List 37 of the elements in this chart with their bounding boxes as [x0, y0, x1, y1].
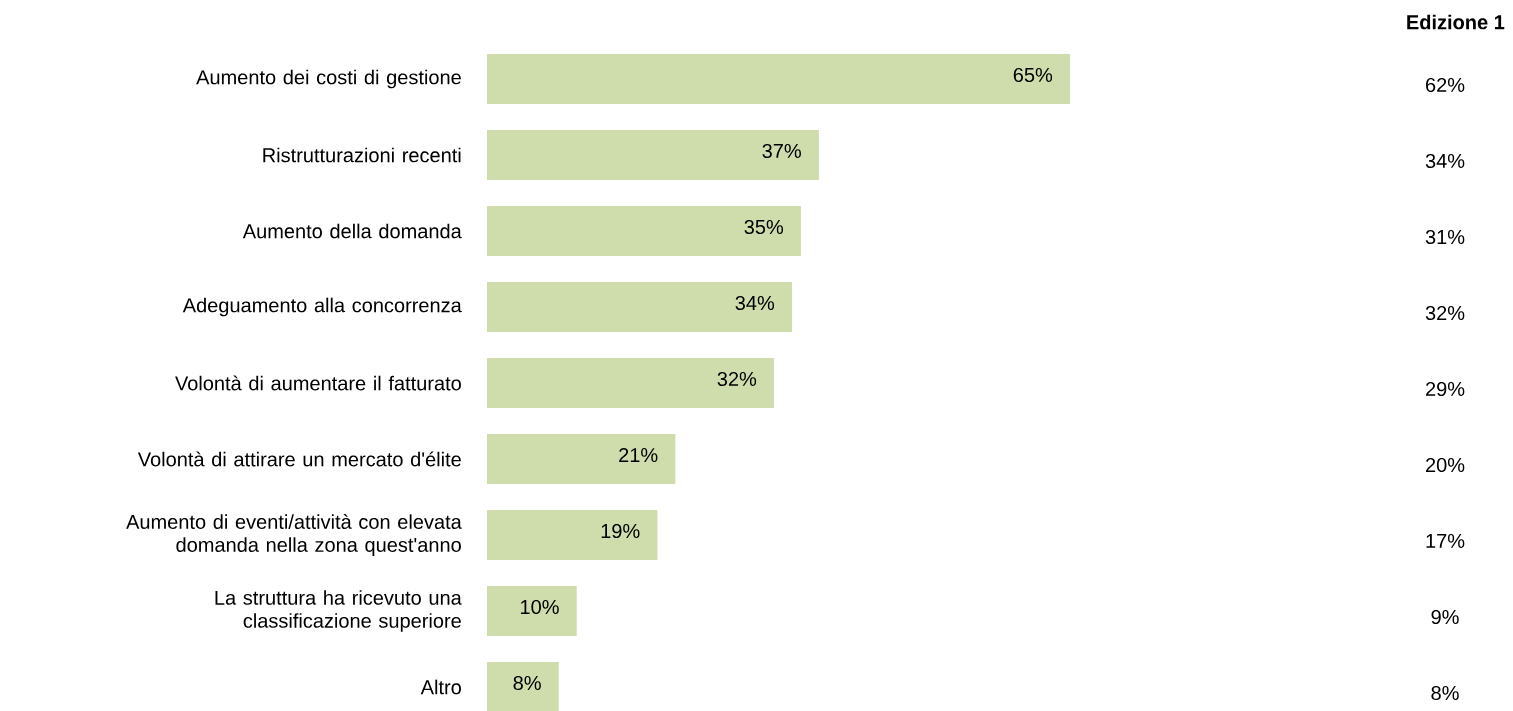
data-label: 37% — [762, 143, 801, 159]
y-tick-label: Aumento di eventi/attività con elevata domanda nella zona quest'anno — [126, 514, 462, 556]
text: Edizione 1 — [1407, 14, 1505, 30]
data-label: 65% — [1013, 67, 1053, 83]
bar — [487, 129, 819, 180]
bar — [487, 281, 792, 332]
text: 34% — [1425, 153, 1465, 169]
data-label: 21% — [619, 447, 658, 463]
text: 62% — [1426, 77, 1465, 93]
bar — [487, 205, 801, 256]
data-label: 32% — [717, 371, 757, 387]
text: 31% — [1425, 229, 1465, 245]
bar — [487, 357, 775, 408]
data-label: 35% — [744, 219, 784, 235]
y-tick-label: Adeguamento alla concorrenza — [182, 297, 462, 317]
bar — [487, 585, 577, 636]
data-label: 8% — [513, 675, 541, 691]
bar — [487, 433, 676, 484]
text: 9% — [1431, 609, 1459, 625]
y-tick-label: Aumento dei costi di gestione — [196, 69, 461, 89]
bar — [487, 53, 1071, 104]
text: 29% — [1426, 381, 1465, 397]
bar — [487, 509, 658, 560]
y-tick-label: Altro — [420, 679, 461, 695]
y-tick-label: Aumento della domanda — [242, 223, 462, 239]
y-tick-label: Ristrutturazioni recenti — [263, 147, 461, 163]
y-tick-label: Volontà di attirare un mercato d'élite — [137, 451, 461, 467]
text: 32% — [1425, 305, 1465, 321]
bar — [487, 661, 559, 711]
text: 20% — [1426, 457, 1465, 473]
text: 17% — [1426, 534, 1465, 548]
text: 8% — [1431, 685, 1459, 701]
y-tick-label: La struttura ha ricevuto una classificazione superiore — [215, 590, 462, 632]
data-label: 19% — [601, 523, 640, 539]
data-label: 10% — [521, 599, 559, 615]
data-label: 34% — [735, 295, 775, 311]
y-tick-label: Volontà di aumentare il fatturato — [175, 375, 461, 391]
